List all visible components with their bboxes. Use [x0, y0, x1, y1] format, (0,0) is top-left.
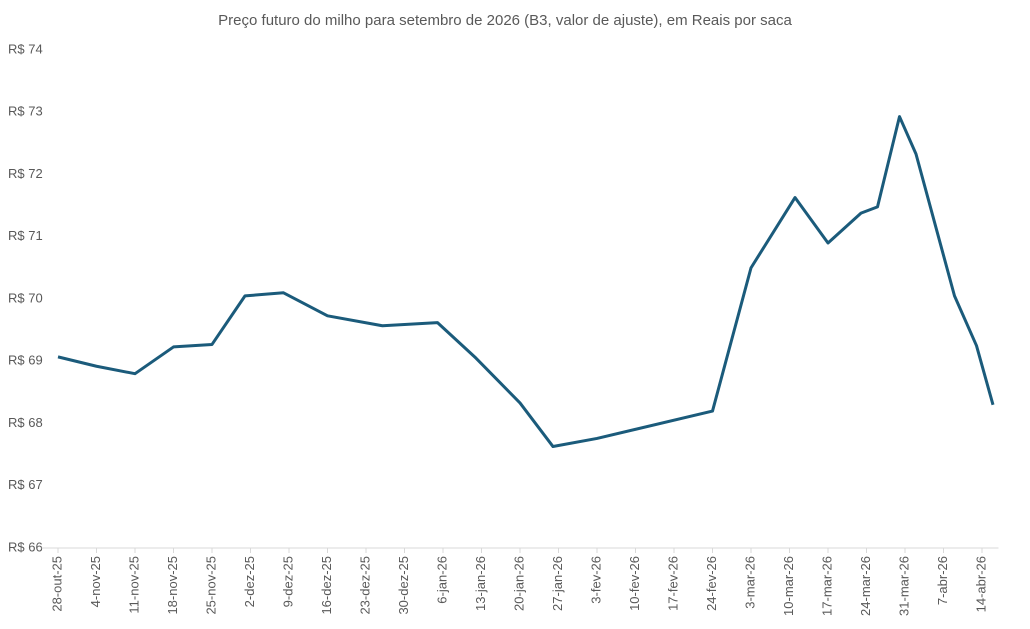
y-tick-label: R$ 69: [8, 353, 43, 368]
line: [57, 115, 995, 449]
x-tick-label: 13-jan-26: [473, 556, 488, 611]
x-tick-label: 6-jan-26: [434, 556, 449, 604]
x-tick-label: 14-abr-26: [973, 556, 988, 612]
y-tick-label: R$ 70: [8, 290, 43, 305]
x-tick-label: 25-nov-25: [203, 556, 218, 615]
x-tick-label: 17-mar-26: [819, 556, 834, 616]
chart-title: Preço futuro do milho para setembro de 2…: [218, 12, 792, 29]
x-tick-label: 20-jan-26: [511, 556, 526, 611]
y-tick-label: R$ 72: [8, 166, 43, 181]
x-tick-label: 11-nov-25: [126, 556, 141, 614]
y-tick-label: R$ 73: [8, 104, 43, 119]
x-tick-label: 17-fev-26: [665, 556, 680, 611]
x-tick-label: 24-fev-26: [704, 556, 719, 611]
x-tick-label: 4-nov-25: [88, 556, 103, 607]
x-tick-label: 23-dez-25: [357, 556, 372, 615]
y-tick-label: R$ 66: [8, 539, 43, 554]
y-tick-label: R$ 74: [8, 41, 43, 56]
x-tick-label: 16-dez-25: [319, 556, 334, 615]
x-tick-label: 2-dez-25: [242, 556, 257, 607]
x-tick-label: 9-dez-25: [280, 556, 295, 607]
x-tick-label: 10-fev-26: [627, 556, 642, 611]
y-tick-label: R$ 67: [8, 477, 43, 492]
x-tick-label: 24-mar-26: [858, 556, 873, 616]
x-tick-label: 27-jan-26: [550, 556, 565, 611]
x-tick-label: 28-out-25: [49, 556, 64, 612]
x-tick-label: 30-dez-25: [396, 556, 411, 615]
x-tick-label: 3-fev-26: [588, 556, 603, 604]
x-tick-label: 31-mar-26: [896, 556, 911, 616]
x-tick-label: 18-nov-25: [165, 556, 180, 615]
y-tick-label: R$ 71: [8, 228, 43, 243]
x-tick-label: 3-mar-26: [742, 556, 757, 609]
x-tick-label: 10-mar-26: [781, 556, 796, 616]
x-tick-label: 7-abr-26: [935, 556, 950, 605]
y-tick-label: R$ 68: [8, 415, 43, 430]
